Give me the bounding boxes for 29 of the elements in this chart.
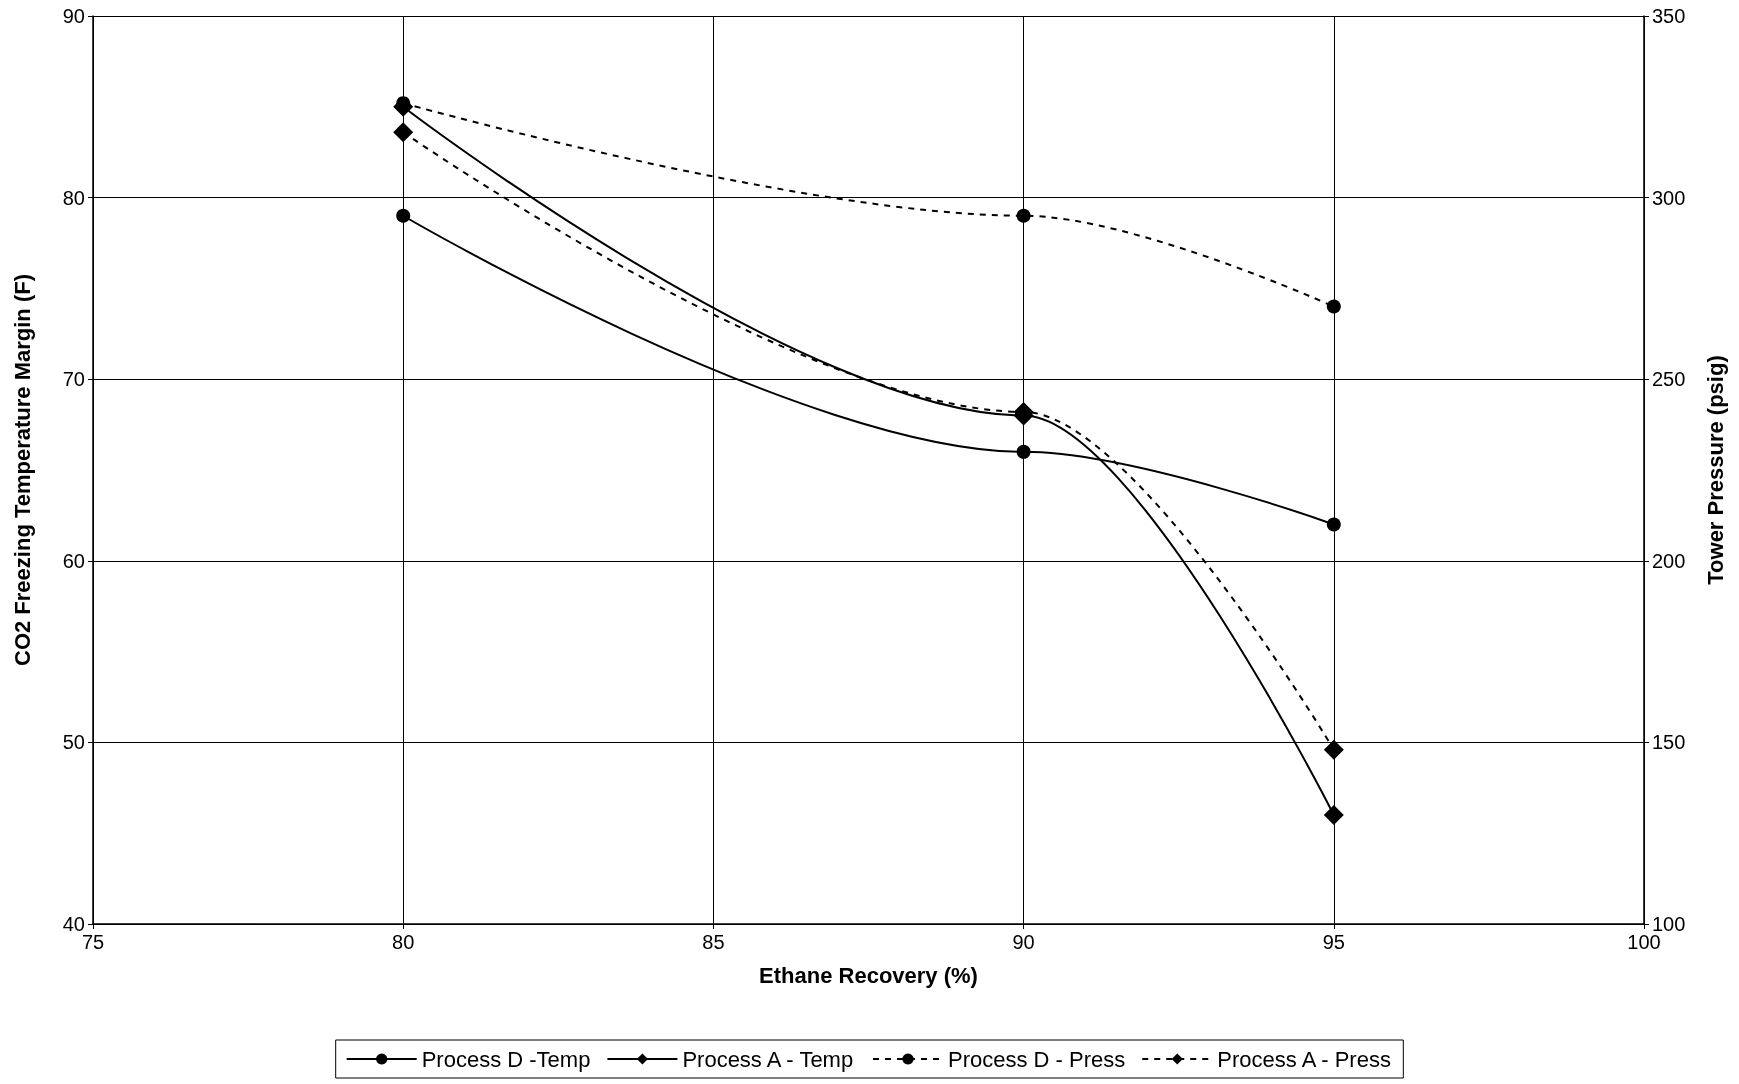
point xyxy=(1323,739,1344,760)
point xyxy=(1326,299,1341,314)
y-tick-label: 60 xyxy=(62,549,85,572)
y-tick-label: 90 xyxy=(62,5,85,27)
y2-axis-title: Tower Pressure (psig) xyxy=(1702,355,1728,585)
point xyxy=(1326,517,1341,532)
legend-label: Process A - Press xyxy=(1217,1046,1391,1072)
y2-tick-label: 350 xyxy=(1652,5,1686,27)
x-tick-label: 85 xyxy=(702,931,725,953)
point xyxy=(396,208,411,223)
y2-tick-label: 250 xyxy=(1652,368,1686,391)
point xyxy=(393,122,414,143)
legend-label: Process D - Press xyxy=(948,1046,1126,1072)
y2-tick-label: 300 xyxy=(1652,186,1686,209)
point xyxy=(1016,444,1031,459)
y-tick-label: 50 xyxy=(62,731,85,754)
point xyxy=(1016,208,1031,223)
point xyxy=(1323,805,1344,826)
y2-tick-label: 150 xyxy=(1652,731,1686,754)
x-axis-title: Ethane Recovery (%) xyxy=(759,962,978,988)
x-tick-label: 90 xyxy=(1012,931,1035,953)
y-tick-label: 70 xyxy=(62,368,85,391)
legend-label: Process D -Temp xyxy=(421,1046,591,1072)
legend-label: Process A - Temp xyxy=(682,1046,854,1072)
x-tick-label: 95 xyxy=(1322,931,1345,953)
y-axis-title: CO2 Freezing Temperature Margin (F) xyxy=(9,274,35,666)
y2-tick-label: 200 xyxy=(1652,549,1686,572)
x-tick-label: 80 xyxy=(392,931,415,953)
y-tick-label: 80 xyxy=(62,186,85,209)
